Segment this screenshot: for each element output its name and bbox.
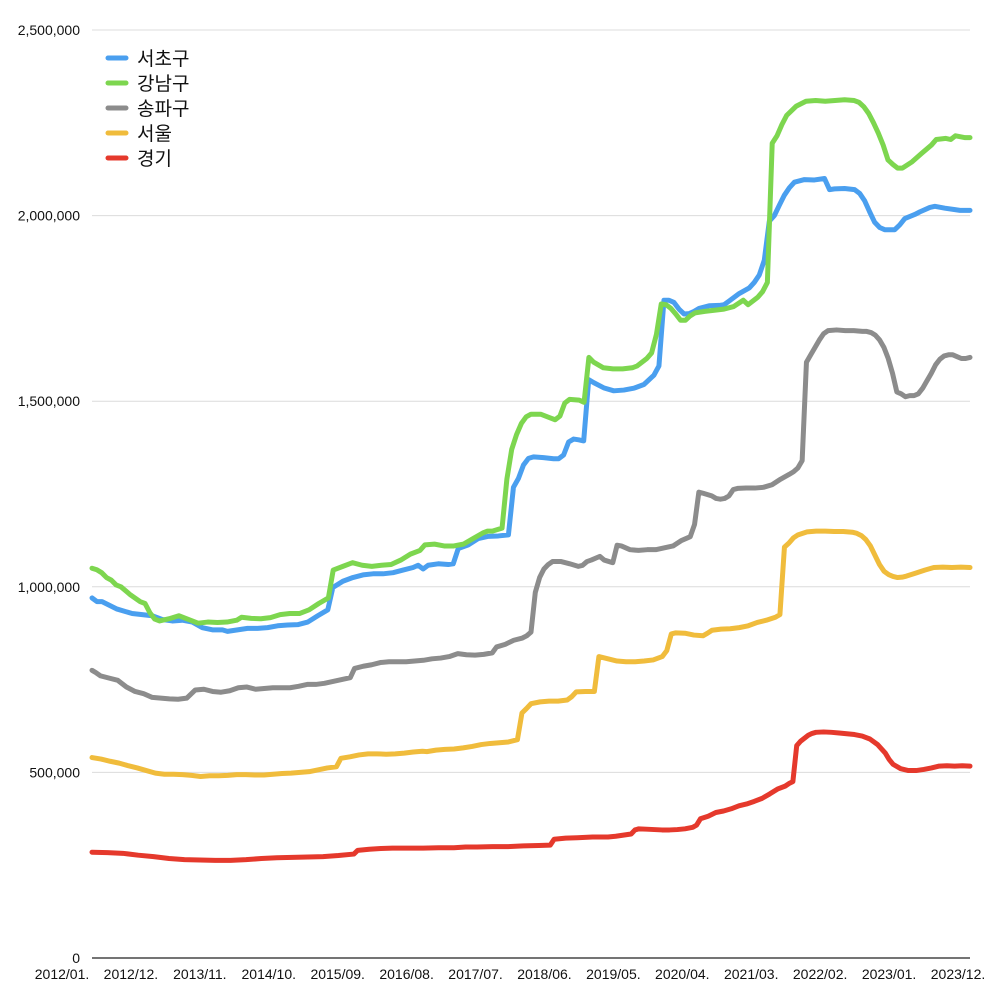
x-tick-label: 2022/02. xyxy=(793,966,848,982)
series-line-2 xyxy=(89,97,973,626)
x-tick-label: 2012/12. xyxy=(104,966,159,982)
legend-label-4: 서울 xyxy=(137,123,172,145)
series-lines xyxy=(89,97,973,863)
x-tick-label: 2014/10. xyxy=(242,966,297,982)
y-tick-label: 0 xyxy=(72,950,80,966)
x-tick-label: 2016/08. xyxy=(379,966,434,982)
gridlines xyxy=(92,29,970,773)
series-line-1 xyxy=(89,175,973,634)
x-tick-label: 2019/05. xyxy=(586,966,641,982)
x-tick-label: 2023/01. xyxy=(862,966,917,982)
x-tick-label: 2012/01. xyxy=(35,966,90,982)
y-tick-label: 1,500,000 xyxy=(18,393,80,409)
series-line-3 xyxy=(89,327,973,702)
x-tick-label: 2023/12. xyxy=(931,966,986,982)
x-tick-labels: 2012/01. 2012/12. 2013/11. 2014/10. 2015/09.… xyxy=(35,966,986,982)
legend-label-5: 경기 xyxy=(137,148,172,170)
series-line-5 xyxy=(89,729,973,863)
x-tick-label: 2018/06. xyxy=(517,966,572,982)
y-tick-label: 2,000,000 xyxy=(18,208,80,224)
x-tick-label: 2021/03. xyxy=(724,966,779,982)
x-tick-label: 2013/11. xyxy=(173,966,226,982)
y-tick-label: 1,000,000 xyxy=(18,579,80,595)
legend-label-3: 송파구 xyxy=(137,98,189,120)
x-tick-label: 2020/04. xyxy=(655,966,710,982)
legend-label-2: 강남구 xyxy=(137,73,189,95)
legend-label-1: 서초구 xyxy=(137,48,189,70)
y-tick-label: 500,000 xyxy=(29,764,80,780)
x-tick-label: 2017/07. xyxy=(448,966,503,982)
y-tick-labels: 0 500,000 1,000,000 1,500,000 2,000,000 2,500… xyxy=(18,22,81,966)
series-line-4 xyxy=(89,528,973,779)
x-tick-label: 2015/09. xyxy=(310,966,365,982)
y-tick-label: 2,500,000 xyxy=(18,22,80,38)
